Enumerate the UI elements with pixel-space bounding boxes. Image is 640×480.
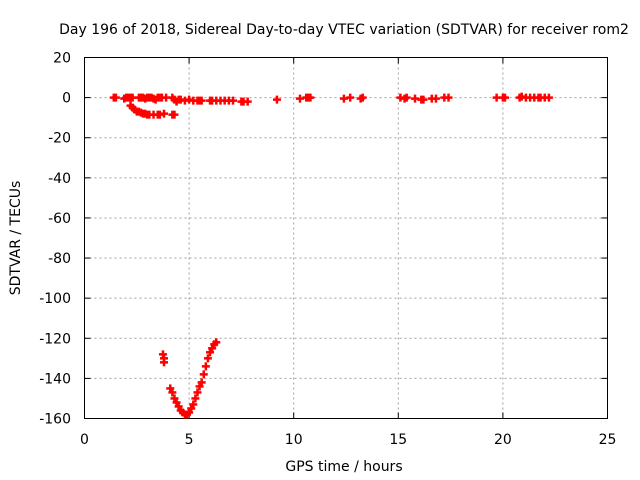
y-tick-label: -80 bbox=[48, 251, 71, 267]
data-point bbox=[195, 382, 204, 391]
data-point bbox=[189, 400, 198, 409]
x-axis-label: GPS time / hours bbox=[285, 459, 402, 475]
data-point bbox=[197, 378, 206, 387]
data-point bbox=[168, 388, 177, 397]
y-tick-label: -140 bbox=[39, 371, 71, 387]
data-point bbox=[306, 93, 315, 102]
data-point bbox=[199, 370, 208, 379]
x-tick-label: 15 bbox=[389, 432, 407, 448]
data-point bbox=[243, 97, 252, 106]
data-point bbox=[203, 354, 212, 363]
data-point bbox=[170, 110, 179, 119]
data-point bbox=[185, 408, 194, 417]
data-point bbox=[402, 93, 411, 102]
data-point bbox=[159, 109, 168, 118]
data-point bbox=[159, 358, 168, 367]
data-point bbox=[444, 93, 453, 102]
data-point bbox=[500, 93, 509, 102]
y-tick-label: -20 bbox=[48, 131, 71, 147]
data-point bbox=[544, 93, 553, 102]
data-point bbox=[193, 388, 202, 397]
data-point bbox=[229, 96, 238, 105]
data-point bbox=[191, 394, 200, 403]
data-point bbox=[206, 348, 215, 357]
x-tick-label: 0 bbox=[80, 432, 89, 448]
y-tick-label: -60 bbox=[48, 211, 71, 227]
data-point bbox=[201, 362, 210, 371]
data-point bbox=[172, 398, 181, 407]
x-tick-label: 10 bbox=[285, 432, 303, 448]
data-point bbox=[197, 96, 206, 105]
x-tick-label: 5 bbox=[185, 432, 194, 448]
data-point bbox=[272, 95, 281, 104]
chart-title: Day 196 of 2018, Sidereal Day-to-day VTE… bbox=[59, 22, 629, 38]
plot-frame bbox=[84, 57, 608, 419]
data-points bbox=[109, 92, 553, 419]
x-tick-label: 25 bbox=[599, 432, 617, 448]
y-tick-label: -40 bbox=[48, 171, 71, 187]
data-point bbox=[170, 394, 179, 403]
data-point bbox=[346, 93, 355, 102]
y-axis-label: SDTVAR / TECUs bbox=[8, 181, 24, 296]
data-point bbox=[187, 404, 196, 413]
data-point bbox=[174, 402, 183, 411]
x-tick-label: 20 bbox=[494, 432, 512, 448]
data-point bbox=[166, 384, 175, 393]
y-tick-label: -100 bbox=[39, 291, 71, 307]
y-tick-labels: 20 0 -20 -40 -60 -80 -100 -120 -140 -160 bbox=[39, 51, 71, 428]
data-point bbox=[111, 93, 120, 102]
y-tick-label: -120 bbox=[39, 331, 71, 347]
data-point bbox=[208, 344, 217, 353]
x-tick-labels: 0 5 10 15 20 25 bbox=[80, 432, 616, 448]
data-point bbox=[419, 95, 428, 104]
data-point bbox=[212, 338, 221, 347]
y-tick-label: -160 bbox=[39, 412, 71, 428]
y-tick-label: 0 bbox=[62, 91, 71, 107]
data-point bbox=[431, 94, 440, 103]
y-tick-label: 20 bbox=[53, 51, 71, 67]
data-point bbox=[358, 93, 367, 102]
